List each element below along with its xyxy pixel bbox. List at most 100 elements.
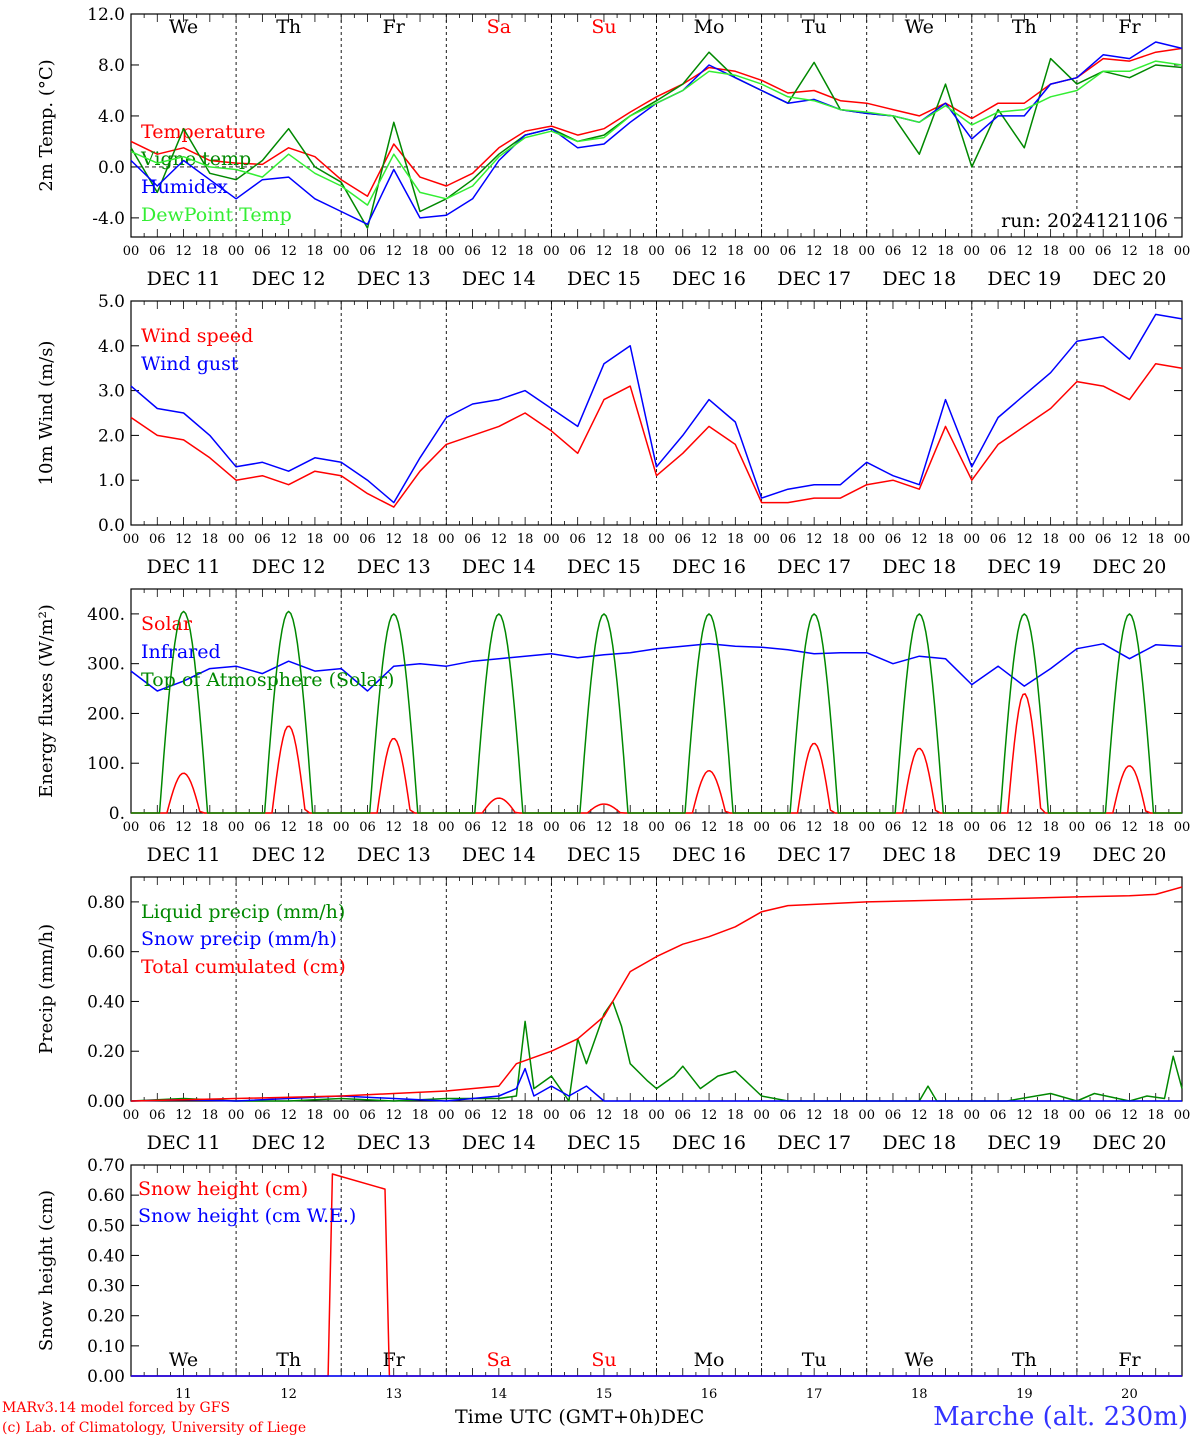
panel5-y-tick-label: 0.50 [87, 1216, 125, 1236]
panel3-hour-label: 18 [1042, 820, 1059, 835]
panel3-date-label: DEC 13 [357, 844, 431, 866]
run-annotation: run: 2024121106 [1001, 210, 1168, 232]
panel3-frame [130, 588, 1183, 814]
panel1-hour-label: 18 [307, 244, 324, 259]
panel2-date-label: DEC 11 [147, 556, 221, 578]
panel2-date-label: DEC 16 [672, 556, 746, 578]
panel4-date-label: DEC 17 [777, 1132, 851, 1154]
panel2-date-label: DEC 17 [777, 556, 851, 578]
day-number-label: 17 [806, 1387, 823, 1400]
panel1-hour-label: 18 [727, 244, 744, 259]
panel1-weekday-label: Mo [694, 16, 725, 38]
panel2-hour-label: 12 [806, 532, 823, 547]
panel3-date-label: DEC 14 [462, 844, 536, 866]
panel1-y-tick-label: 12.0 [87, 5, 125, 25]
panel4-hour-label: 18 [622, 1108, 639, 1123]
panel2-hour-label: 00 [333, 532, 350, 547]
panel3-hour-label: 06 [885, 820, 902, 835]
panel4-y-axis-label: Precip (mm/h) [36, 924, 57, 1054]
panel1-weekday-label: Th [1012, 16, 1037, 38]
panel1-date-label: DEC 17 [777, 268, 851, 290]
panel1-date-label: DEC 19 [987, 268, 1061, 290]
panel3-hour-label: 00 [964, 820, 981, 835]
panel2-y-axis-label: 10m Wind (m/s) [36, 341, 57, 486]
panel5-y-axis-label: Snow height (cm) [36, 1190, 57, 1351]
panel1-hour-label: 00 [648, 244, 665, 259]
panel2-hour-label: 18 [412, 532, 429, 547]
panel1-hour-label: 18 [1147, 244, 1164, 259]
panel4-hour-label: 00 [858, 1108, 875, 1123]
panel4-hour-label: 00 [1174, 1108, 1191, 1123]
panel2-date-label: DEC 18 [882, 556, 956, 578]
panel5-y-tick-label: 0.40 [87, 1246, 125, 1266]
panel4-hour-label: 06 [885, 1108, 902, 1123]
panel1-hour-label: 00 [333, 244, 350, 259]
panel1-hour-label: 00 [1174, 244, 1191, 259]
panel1-series-line [130, 51, 1183, 229]
panel3-hour-label: 12 [1016, 820, 1033, 835]
panel3-hour-label: 06 [990, 820, 1007, 835]
panel2-hour-label: 12 [911, 532, 928, 547]
panel5-y-tick-label: 0.70 [87, 1156, 125, 1176]
panel3-hour-label: 18 [937, 820, 954, 835]
panel2-hour-label: 18 [517, 532, 534, 547]
panel5-weekday-label: Fr [383, 1349, 406, 1371]
panel1-weekday-label: Th [276, 16, 301, 38]
panel3-hour-label: 18 [202, 820, 219, 835]
panel2-y-tick-label: 3.0 [98, 382, 125, 402]
panel4-hour-label: 06 [780, 1108, 797, 1123]
panel3-hour-label: 18 [307, 820, 324, 835]
panel3-series-line [131, 610, 1182, 814]
panel2-date-label: DEC 13 [357, 556, 431, 578]
panel1-hour-label: 18 [412, 244, 429, 259]
panel4-hour-label: 12 [806, 1108, 823, 1123]
panel1-hour-label: 00 [438, 244, 455, 259]
panel4-hour-label: 06 [569, 1108, 586, 1123]
panel3-hour-label: 06 [569, 820, 586, 835]
panel5-weekday-label: Su [591, 1349, 616, 1371]
day-number-label: 13 [385, 1387, 402, 1400]
panel2-hour-label: 06 [464, 532, 481, 547]
panel1-hour-label: 18 [202, 244, 219, 259]
panel2-hour-label: 00 [964, 532, 981, 547]
panel3-hour-label: 00 [753, 820, 770, 835]
panel2-date-label: DEC 14 [462, 556, 536, 578]
panel2-date-label: DEC 12 [252, 556, 326, 578]
panel4-hour-label: 18 [202, 1108, 219, 1123]
panel5-weekday-label: Tu [802, 1349, 827, 1371]
panel5-weekday-label: Th [276, 1349, 301, 1371]
panel3-hour-label: 06 [675, 820, 692, 835]
panel4-date-label: DEC 19 [987, 1132, 1061, 1154]
panel1-weekday-label: We [169, 16, 198, 38]
panel5-weekday-label: Th [1012, 1349, 1037, 1371]
panel2-y-tick-label: 5.0 [98, 292, 125, 312]
panel4-hour-label: 00 [333, 1108, 350, 1123]
panel5-weekday-label: We [169, 1349, 198, 1371]
panel1-hour-label: 00 [753, 244, 770, 259]
panel1-date-label: DEC 11 [147, 268, 221, 290]
panel4-hour-label: 18 [937, 1108, 954, 1123]
panel4-date-label: DEC 13 [357, 1132, 431, 1154]
panel2-hour-label: 12 [385, 532, 402, 547]
panel1-hour-label: 12 [175, 244, 192, 259]
panel4-date-label: DEC 16 [672, 1132, 746, 1154]
panel3-y-tick-label: 400. [87, 605, 125, 625]
panel3-date-label: DEC 16 [672, 844, 746, 866]
panel1-hour-label: 06 [149, 244, 166, 259]
panel5-y-tick-label: 0.30 [87, 1277, 125, 1297]
panel1-weekday-label: We [905, 16, 934, 38]
panel2-hour-label: 06 [149, 532, 166, 547]
meteogram: -4.0 0.0 4.0 8.0 12.0 2m Temp. (°C) 00 06 12 18 DE… [36, 5, 1191, 1400]
panel1-y-axis-label: 2m Temp. (°C) [36, 59, 57, 191]
panel4-hour-label: 06 [149, 1108, 166, 1123]
panel3-legend-entry: Infrared [141, 641, 221, 663]
panel2-series-line [130, 362, 1183, 508]
panel2-hour-label: 06 [359, 532, 376, 547]
panel5-y-tick-label: 0.00 [87, 1367, 125, 1387]
panel1-weekday-label: Fr [383, 16, 406, 38]
day-number-label: 19 [1016, 1387, 1033, 1400]
panel1-hour-label: 18 [937, 244, 954, 259]
panel3-hour-label: 00 [858, 820, 875, 835]
panel1-hour-label: 12 [1016, 244, 1033, 259]
panel4-hour-label: 12 [701, 1108, 718, 1123]
